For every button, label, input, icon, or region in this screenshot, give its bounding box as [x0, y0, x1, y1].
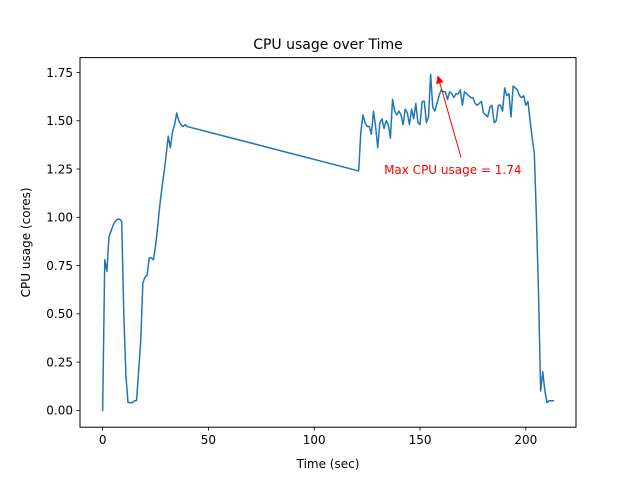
chart-title: CPU usage over Time — [253, 37, 403, 53]
cpu-usage-series-line — [101, 73, 555, 412]
max-usage-annotation: Max CPU usage = 1.74 — [384, 163, 521, 177]
y-tick-label: 1.00 — [46, 211, 73, 225]
y-tick-label: 1.75 — [46, 66, 73, 80]
axes-frame — [79, 57, 577, 428]
plot-area: Max CPU usage = 1.74 — [101, 73, 555, 412]
x-tick-label: 150 — [409, 433, 432, 447]
y-tick-label: 0.75 — [46, 259, 73, 273]
y-tick-label: 0.00 — [46, 404, 73, 418]
y-tick-label: 0.50 — [46, 307, 73, 321]
y-tick-label: 1.25 — [46, 162, 73, 176]
annotation-arrow — [436, 75, 462, 158]
x-tick-label: 50 — [201, 433, 216, 447]
y-axis-label: CPU usage (cores) — [19, 187, 33, 297]
y-tick-label: 1.50 — [46, 114, 73, 128]
y-tick-label: 0.25 — [46, 355, 73, 369]
x-tick-label: 200 — [514, 433, 537, 447]
x-axis-label: Time (sec) — [296, 457, 360, 471]
x-tick-label: 100 — [303, 433, 326, 447]
x-tick-label: 0 — [99, 433, 107, 447]
x-axis-ticks: 0 50 100 150 200 — [99, 427, 537, 447]
y-axis-ticks: 0.00 0.25 0.50 0.75 1.00 1.25 1.50 1.75 — [46, 66, 80, 418]
